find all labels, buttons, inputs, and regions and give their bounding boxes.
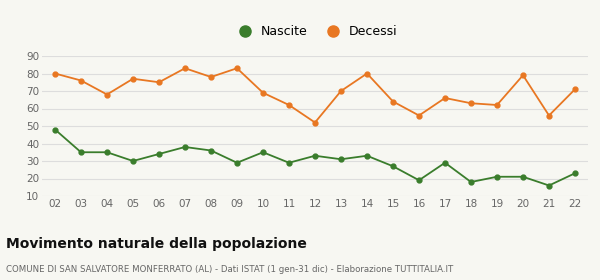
Nascite	[571, 172, 578, 175]
Decessi	[467, 102, 475, 105]
Nascite	[233, 161, 241, 164]
Text: Movimento naturale della popolazione: Movimento naturale della popolazione	[6, 237, 307, 251]
Nascite	[103, 151, 110, 154]
Legend: Nascite, Decessi: Nascite, Decessi	[227, 20, 403, 43]
Nascite	[389, 165, 397, 168]
Nascite	[442, 161, 449, 164]
Nascite	[52, 128, 59, 131]
Decessi	[442, 96, 449, 100]
Nascite	[545, 184, 553, 187]
Decessi	[520, 74, 527, 77]
Nascite	[415, 179, 422, 182]
Nascite	[337, 158, 344, 161]
Nascite	[311, 154, 319, 157]
Decessi	[155, 81, 163, 84]
Decessi	[233, 67, 241, 70]
Decessi	[364, 72, 371, 75]
Nascite	[208, 149, 215, 152]
Decessi	[493, 103, 500, 107]
Decessi	[415, 114, 422, 117]
Decessi	[259, 91, 266, 94]
Decessi	[286, 103, 293, 107]
Decessi	[311, 121, 319, 124]
Decessi	[545, 114, 553, 117]
Nascite	[259, 151, 266, 154]
Nascite	[520, 175, 527, 178]
Nascite	[467, 180, 475, 184]
Decessi	[571, 88, 578, 91]
Line: Nascite: Nascite	[53, 127, 577, 188]
Nascite	[181, 145, 188, 149]
Decessi	[337, 89, 344, 93]
Decessi	[52, 72, 59, 75]
Decessi	[103, 93, 110, 96]
Decessi	[208, 75, 215, 79]
Nascite	[130, 159, 137, 163]
Line: Decessi: Decessi	[53, 66, 577, 125]
Text: COMUNE DI SAN SALVATORE MONFERRATO (AL) - Dati ISTAT (1 gen-31 dic) - Elaborazio: COMUNE DI SAN SALVATORE MONFERRATO (AL) …	[6, 265, 453, 274]
Nascite	[77, 151, 85, 154]
Decessi	[389, 100, 397, 103]
Decessi	[130, 77, 137, 80]
Decessi	[77, 79, 85, 82]
Nascite	[155, 152, 163, 156]
Nascite	[364, 154, 371, 157]
Nascite	[286, 161, 293, 164]
Decessi	[181, 67, 188, 70]
Nascite	[493, 175, 500, 178]
